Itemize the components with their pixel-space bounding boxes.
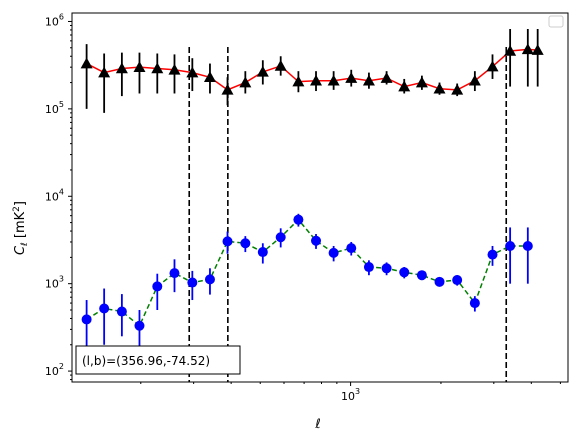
series-1-point (505, 240, 516, 251)
series-1-point (240, 238, 251, 249)
series-0-point (115, 62, 128, 74)
axis-ticks: 102 103 104 105 106 103 (45, 12, 561, 403)
series-1-point (452, 275, 463, 286)
series-0-point (468, 74, 481, 86)
series-1-point (399, 267, 410, 278)
series-0-point (451, 83, 464, 95)
series-1-point (134, 320, 145, 331)
series-1-point (487, 249, 498, 260)
series-1-point (81, 314, 92, 325)
series-0-point (151, 62, 164, 74)
series-0-point (345, 72, 358, 83)
annotation-box: (l,b)=(356.96,-74.52) (75, 345, 241, 375)
x-axis-label: ℓ (314, 417, 320, 432)
series-0-point (327, 74, 340, 86)
series-0-point (531, 44, 544, 55)
series-0-point (380, 72, 393, 83)
series-0-point (415, 76, 428, 88)
series-1-point (116, 306, 127, 317)
series-0-point (98, 66, 111, 78)
series-1-point (381, 263, 392, 274)
series-0-point (80, 57, 93, 69)
y-tick-label: 104 (45, 187, 64, 203)
y-axis-label: Cℓ [mK2] (12, 201, 30, 255)
series-0-point (362, 74, 375, 86)
y-tick-label: 102 (45, 362, 64, 378)
series-1-point (434, 276, 445, 287)
series-0-point (203, 71, 216, 83)
annotation-text: (l,b)=(356.96,-74.52) (82, 354, 210, 368)
series-1-point (328, 247, 339, 258)
series-1-point (275, 232, 286, 243)
series-0-point (256, 65, 269, 77)
series-0-point (221, 83, 234, 95)
y-tick-label: 106 (45, 12, 64, 28)
series-0-point (521, 43, 534, 55)
series-0-point (398, 80, 411, 92)
x-tick-label: 103 (341, 387, 360, 403)
series-0-point (292, 75, 305, 87)
series-1-point (469, 298, 480, 309)
series-1-point (522, 240, 533, 251)
series-0-point (133, 61, 146, 72)
series-0-point (186, 66, 199, 78)
legend-box (548, 15, 564, 28)
series-1-point (311, 235, 322, 246)
series-1-point (346, 243, 357, 254)
series-0-point (486, 60, 499, 72)
series-1-point (187, 277, 198, 288)
y-tick-label: 103 (45, 275, 64, 291)
series-0-point (310, 74, 323, 86)
series-1-point (257, 247, 268, 258)
series-1-point (152, 281, 163, 292)
series-1-point (293, 214, 304, 225)
series-0-point (504, 44, 517, 56)
series-0-point (168, 63, 181, 75)
series-0-point (433, 82, 446, 94)
axes-frame (71, 12, 569, 383)
series-0-point (239, 76, 252, 88)
series-1-point (204, 274, 215, 285)
series-1-point (99, 303, 110, 314)
series-1-point (416, 270, 427, 281)
series-1-point (169, 268, 180, 279)
y-tick-label: 105 (45, 100, 64, 116)
plot-area (80, 29, 544, 382)
series-1-point (363, 262, 374, 273)
series-1-point (222, 236, 233, 247)
series-0-point (274, 59, 287, 71)
